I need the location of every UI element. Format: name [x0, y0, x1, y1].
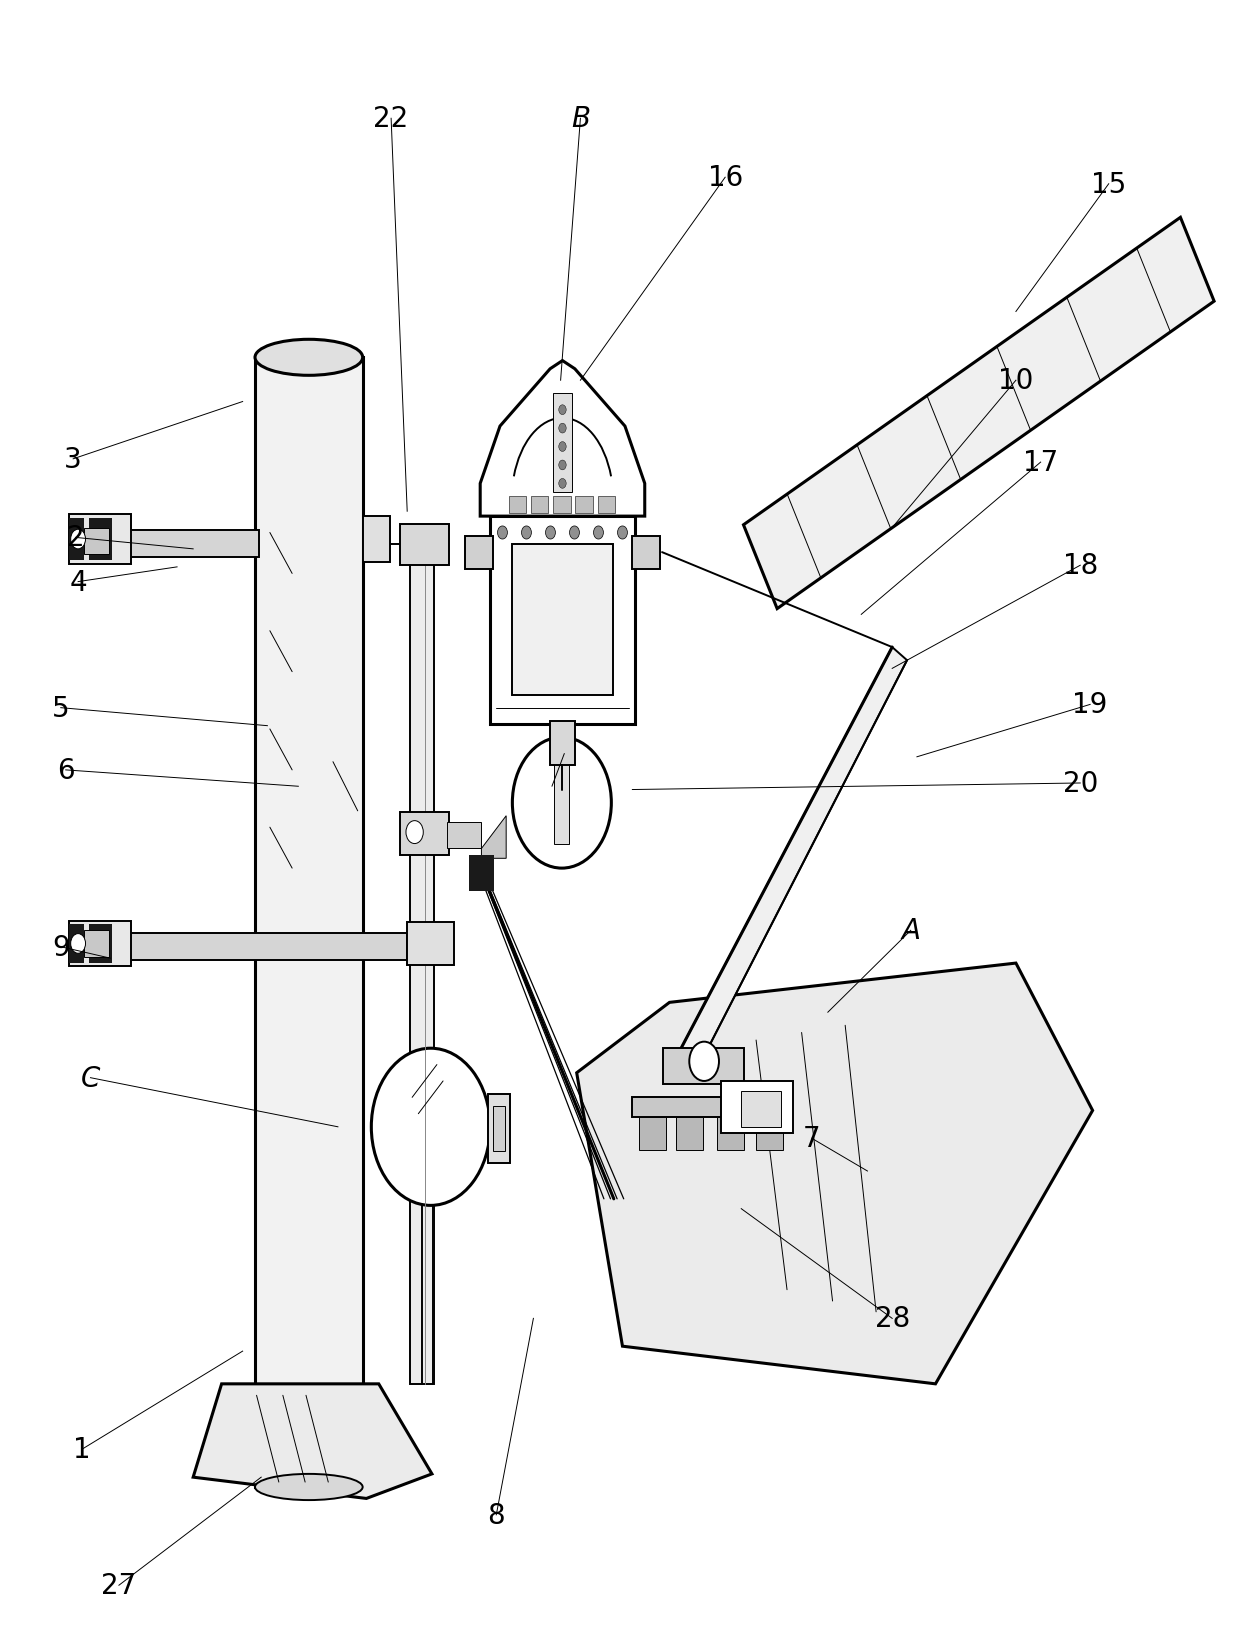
- Text: 1: 1: [73, 1436, 91, 1464]
- Polygon shape: [481, 816, 506, 859]
- Circle shape: [689, 1042, 719, 1082]
- Bar: [551, 721, 575, 765]
- Circle shape: [71, 529, 86, 549]
- Text: 8: 8: [487, 1501, 505, 1529]
- Bar: [255, 357, 362, 1487]
- Circle shape: [559, 479, 567, 488]
- Bar: [531, 497, 548, 513]
- Polygon shape: [193, 1383, 432, 1498]
- Text: B: B: [570, 105, 590, 133]
- Bar: [512, 544, 613, 695]
- Bar: [492, 1106, 505, 1152]
- Bar: [362, 516, 389, 562]
- Polygon shape: [744, 218, 1214, 610]
- Bar: [508, 497, 526, 513]
- Text: 10: 10: [998, 367, 1034, 395]
- Text: 15: 15: [1091, 170, 1126, 198]
- Ellipse shape: [255, 1473, 362, 1500]
- Bar: [632, 536, 660, 569]
- Text: 6: 6: [57, 757, 74, 785]
- Text: 27: 27: [102, 1572, 136, 1600]
- Bar: [125, 933, 407, 960]
- Ellipse shape: [255, 339, 362, 375]
- Text: 22: 22: [373, 105, 409, 133]
- Bar: [553, 497, 570, 513]
- Bar: [742, 1092, 781, 1128]
- Bar: [554, 762, 569, 844]
- Bar: [469, 856, 494, 892]
- Circle shape: [559, 443, 567, 452]
- Polygon shape: [680, 647, 906, 1069]
- Circle shape: [497, 526, 507, 539]
- Circle shape: [512, 738, 611, 869]
- Bar: [717, 1118, 744, 1151]
- Text: 19: 19: [1073, 692, 1107, 720]
- Bar: [490, 516, 635, 724]
- Circle shape: [371, 1049, 490, 1206]
- Text: 4: 4: [69, 569, 87, 597]
- Text: 18: 18: [1063, 552, 1097, 580]
- Bar: [84, 528, 109, 554]
- Polygon shape: [480, 361, 645, 516]
- Polygon shape: [577, 964, 1092, 1383]
- Bar: [722, 1082, 794, 1134]
- Text: A: A: [901, 916, 920, 944]
- Bar: [407, 923, 454, 965]
- Bar: [409, 549, 434, 1383]
- Bar: [756, 1118, 784, 1151]
- Bar: [69, 921, 131, 967]
- Circle shape: [522, 526, 532, 539]
- Text: 17: 17: [1023, 449, 1058, 477]
- Bar: [575, 497, 593, 513]
- Circle shape: [559, 461, 567, 470]
- Circle shape: [71, 934, 86, 954]
- Circle shape: [618, 526, 627, 539]
- Text: 2: 2: [67, 524, 84, 552]
- Bar: [69, 924, 84, 964]
- Bar: [663, 1049, 744, 1085]
- Bar: [125, 531, 259, 557]
- Bar: [639, 1118, 666, 1151]
- Bar: [465, 536, 492, 569]
- Text: 28: 28: [874, 1305, 910, 1333]
- Bar: [69, 518, 84, 561]
- Text: 16: 16: [708, 164, 743, 192]
- Bar: [89, 924, 112, 964]
- Bar: [446, 823, 481, 849]
- Bar: [487, 1095, 510, 1164]
- Text: 5: 5: [52, 695, 69, 723]
- Text: 20: 20: [1063, 770, 1097, 798]
- Text: 7: 7: [804, 1124, 821, 1152]
- Bar: [84, 931, 109, 957]
- Circle shape: [546, 526, 556, 539]
- Circle shape: [559, 425, 567, 434]
- Circle shape: [559, 405, 567, 415]
- Circle shape: [405, 821, 423, 844]
- Bar: [399, 813, 449, 856]
- Bar: [69, 515, 131, 564]
- Text: 3: 3: [64, 446, 82, 474]
- Bar: [553, 393, 573, 492]
- Circle shape: [569, 526, 579, 539]
- Circle shape: [594, 526, 604, 539]
- Text: 9: 9: [52, 933, 69, 960]
- Text: C: C: [81, 1064, 100, 1092]
- Bar: [399, 524, 449, 565]
- Bar: [632, 1098, 779, 1118]
- Bar: [89, 518, 112, 561]
- Bar: [598, 497, 615, 513]
- Bar: [676, 1118, 703, 1151]
